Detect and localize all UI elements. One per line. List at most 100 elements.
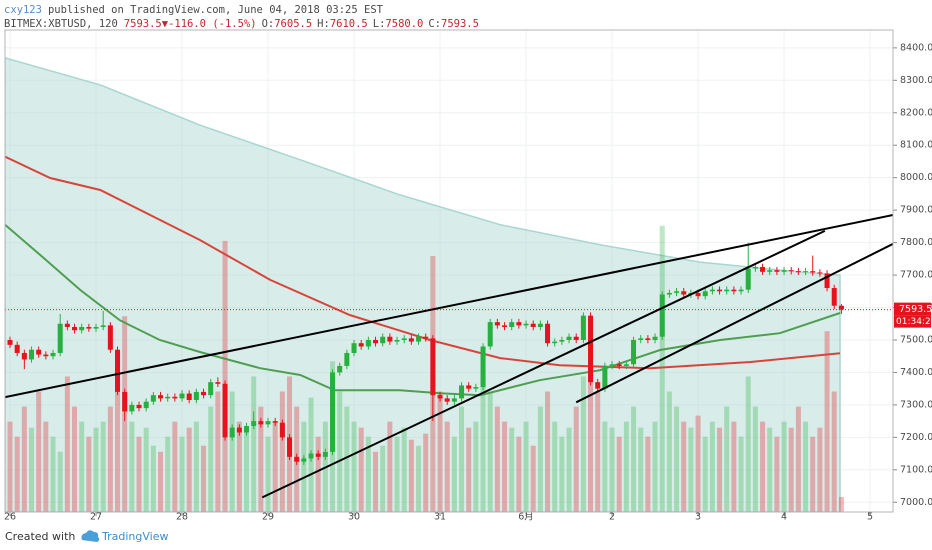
candle-body [136, 404, 142, 409]
logo [81, 530, 100, 542]
candle-body [129, 404, 135, 412]
candle-body [351, 343, 357, 353]
candle-body [86, 326, 92, 329]
candle-body [423, 336, 429, 339]
y-tick-label: 7100.0 [900, 464, 932, 475]
y-tick-label: 8200.0 [900, 107, 932, 118]
volume-bar [344, 406, 350, 512]
candle-body [122, 391, 128, 412]
symbol: BITMEX:XBTUSD, 120 [4, 18, 118, 30]
candle-body [236, 427, 242, 433]
volume-bar [702, 436, 708, 512]
volume-bar [279, 391, 285, 512]
h-label: H: [317, 18, 330, 30]
volume-bar [444, 421, 450, 512]
volume-bar [394, 436, 400, 512]
volume-bar [760, 421, 766, 512]
volume-bar [803, 421, 809, 512]
x-tick-label: 2 [609, 512, 615, 523]
volume-bar [487, 391, 493, 512]
candle-body [444, 398, 450, 402]
volume-bar [100, 421, 106, 512]
volume-bar [810, 436, 816, 512]
candle-body [666, 292, 672, 295]
volume-bar [509, 427, 515, 512]
x-tick-label: 26 [4, 512, 16, 523]
candle-body [36, 349, 42, 355]
volume-bar [838, 496, 844, 512]
volume-bar [7, 421, 13, 512]
candle-body [817, 272, 823, 274]
volume-bar [244, 427, 250, 512]
candle-body [566, 336, 572, 340]
volume-bar [416, 445, 422, 512]
volume-bar [193, 421, 199, 512]
candle-body [717, 289, 723, 292]
change: -116.0 (-1.5%) [168, 18, 257, 30]
candle-body [365, 339, 371, 347]
volume-bar [523, 421, 529, 512]
candle-body [150, 395, 156, 402]
x-tick-label: 30 [348, 512, 360, 523]
volume-bar [566, 427, 572, 512]
volume-bar [466, 427, 472, 512]
candle-body [824, 273, 830, 289]
candle-body [287, 437, 293, 457]
volume-bar [401, 427, 407, 512]
candle-body [595, 382, 601, 389]
legend: BITMEX:XBTUSD, 120 7593.5▼-116.0 (-1.5%) O… [4, 18, 479, 30]
candle-body [165, 396, 171, 399]
volume-bar [272, 421, 278, 512]
y-tick-label: 7400.0 [900, 367, 932, 378]
candle-body [208, 382, 214, 396]
volume-bar [824, 331, 830, 512]
candle-body [545, 323, 551, 344]
candle-body [767, 270, 773, 272]
volume-bar [158, 451, 164, 512]
candle-body [631, 339, 637, 365]
candle-body [179, 393, 185, 399]
y-tick-label: 7500.0 [900, 334, 932, 345]
volume-bar [229, 391, 235, 512]
volume-bar [774, 436, 780, 512]
volume-bar [674, 406, 680, 512]
y-tick-label: 7900.0 [900, 205, 932, 216]
candle-body [50, 352, 56, 357]
candle-body [14, 344, 20, 353]
volume-bar [86, 436, 92, 512]
candle-body [143, 401, 149, 409]
volume-bar [236, 421, 242, 512]
volume-bar [494, 406, 500, 512]
volume-bar [365, 436, 371, 512]
candle-body [57, 323, 63, 353]
candle-body [695, 292, 701, 297]
volume-bar [788, 427, 794, 512]
candle-body [107, 325, 113, 350]
candle-body [279, 422, 285, 438]
volume-bar [817, 427, 823, 512]
volume-bar [588, 361, 594, 512]
volume-bar [609, 427, 615, 512]
candle-body [738, 289, 744, 292]
candle-body [337, 365, 343, 373]
volume-bar [537, 406, 543, 512]
volume-bar [258, 406, 264, 512]
candle-body [222, 383, 228, 438]
plot-frame [4, 29, 894, 513]
candle-body [795, 271, 801, 273]
volume-bar [408, 439, 414, 512]
candle-body [373, 339, 379, 344]
volume-bar [337, 391, 343, 512]
candle-body [466, 385, 472, 389]
candle-body [294, 456, 300, 462]
candle-body [301, 458, 307, 462]
footer-brand: TradingView [101, 530, 168, 543]
volume-bar [709, 421, 715, 512]
volume-bar [681, 421, 687, 512]
candle-body [330, 372, 336, 452]
candle-body [430, 338, 436, 396]
x-tick-label: 4 [781, 512, 787, 523]
y-tick-label: 7700.0 [900, 270, 932, 281]
